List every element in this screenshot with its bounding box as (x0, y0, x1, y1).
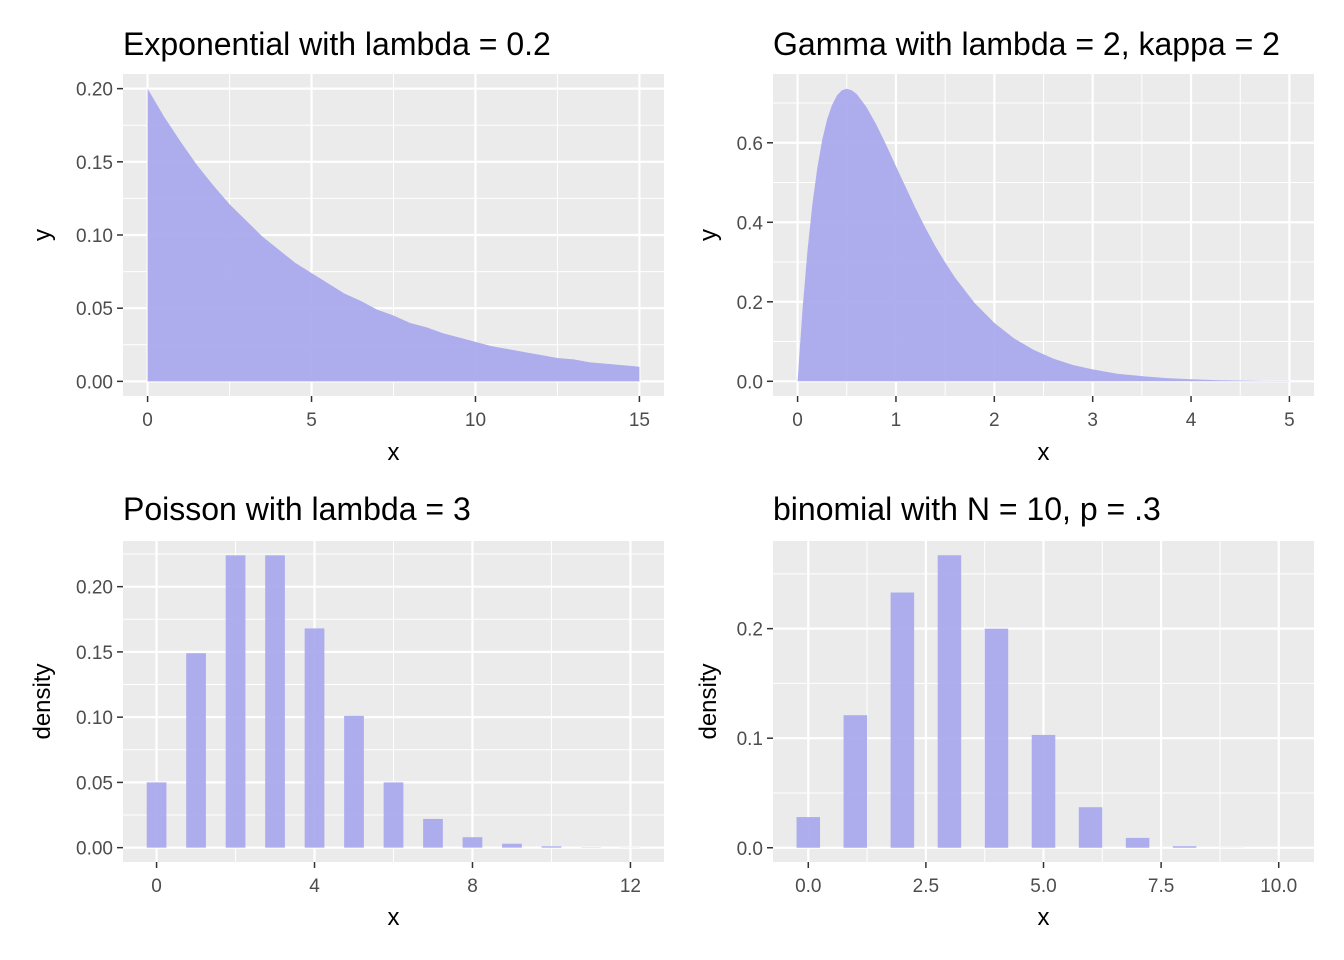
bar-x-4 (984, 628, 1009, 848)
density-area (147, 88, 640, 382)
y-tick-label: 0.00 (76, 839, 113, 860)
x-tick-label: 0 (792, 410, 803, 431)
x-tick-label: 5 (1284, 410, 1295, 431)
y-tick-label: 0.05 (76, 299, 113, 320)
chart-panel-1: 0 5 10 15 0.00 0.05 0.10 0.15 0.20 Exponential wi… (29, 26, 664, 466)
bar-x-2 (225, 555, 246, 848)
chart-title: Poisson with lambda = 3 (123, 491, 471, 527)
x-tick-label: 4 (1186, 410, 1197, 431)
bar-x-9 (502, 843, 522, 848)
x-axis-label: x (388, 439, 400, 466)
x-tick-label: 3 (1087, 410, 1098, 431)
chart-title: binomial with N = 10, p = .3 (773, 491, 1161, 527)
chart-panel-3: 0 4 8 12 0.00 0.05 0.10 0.15 0.20 Poisson with la… (29, 491, 664, 931)
bar-x-1 (843, 715, 868, 848)
bar-x-7 (423, 818, 443, 848)
x-tick-label: 0 (142, 410, 153, 431)
y-tick-label: 0.10 (76, 226, 113, 247)
bar-x-0 (146, 782, 167, 848)
y-axis-label: y (29, 229, 56, 241)
x-tick-label: 2.5 (913, 876, 939, 897)
x-axis-label: x (1038, 439, 1050, 466)
y-tick-label: 0.10 (76, 708, 113, 729)
bar-x-3 (265, 555, 285, 848)
x-tick-label: 15 (629, 410, 650, 431)
bar-x-0 (796, 817, 821, 848)
y-tick-label: 0.15 (76, 643, 113, 664)
density-area (797, 88, 1290, 382)
y-tick-label: 0.0 (737, 839, 763, 860)
bar-x-4 (304, 628, 325, 848)
y-tick-label: 0.1 (737, 729, 763, 750)
x-axis-label: x (388, 904, 400, 931)
y-tick-label: 0.20 (76, 578, 113, 599)
y-tick-label: 0.2 (737, 620, 763, 641)
x-tick-label: 1 (891, 410, 902, 431)
chart-title: Gamma with lambda = 2, kappa = 2 (773, 26, 1280, 62)
bar-x-5 (1031, 734, 1056, 848)
bar-x-5 (344, 715, 364, 848)
x-tick-label: 12 (620, 876, 641, 897)
y-tick-label: 0.05 (76, 773, 113, 794)
x-tick-label: 0 (151, 876, 162, 897)
y-tick-label: 0.20 (76, 80, 113, 101)
y-tick-label: 0.15 (76, 153, 113, 174)
bar-x-8 (462, 837, 483, 848)
y-axis-label: y (695, 229, 722, 241)
x-tick-label: 5.0 (1030, 876, 1056, 897)
x-tick-label: 10 (465, 410, 486, 431)
chart-panel-4: 0.0 2.5 5.0 7.5 10.0 0.0 0.1 0.2 binomial with N… (695, 491, 1314, 931)
y-tick-label: 0.00 (76, 372, 113, 393)
y-tick-label: 0.4 (737, 213, 764, 234)
y-tick-label: 0.6 (737, 134, 763, 155)
bar-x-3 (937, 555, 962, 848)
x-tick-label: 2 (989, 410, 1000, 431)
x-tick-label: 4 (309, 876, 320, 897)
x-tick-label: 0.0 (795, 876, 821, 897)
x-axis-label: x (1038, 904, 1050, 931)
x-tick-label: 7.5 (1148, 876, 1174, 897)
x-tick-label: 5 (306, 410, 317, 431)
y-axis-label: density (695, 663, 722, 739)
bar-x-7 (1125, 837, 1150, 848)
chart-title: Exponential with lambda = 0.2 (123, 26, 551, 62)
x-tick-label: 8 (467, 876, 478, 897)
bar-x-2 (890, 592, 915, 848)
bar-x-8 (1172, 846, 1197, 848)
y-tick-label: 0.2 (737, 293, 763, 314)
y-tick-label: 0.0 (737, 372, 763, 393)
bar-x-10 (541, 846, 562, 848)
y-axis-label: density (29, 663, 56, 739)
bar-x-1 (186, 653, 206, 848)
chart-panel-2: 0 1 2 3 4 5 0.0 0.2 0.4 0.6 Gamma with lambda = 2,… (695, 26, 1314, 466)
bar-x-6 (1078, 807, 1103, 848)
x-tick-label: 10.0 (1260, 876, 1297, 897)
bar-x-6 (383, 782, 404, 848)
